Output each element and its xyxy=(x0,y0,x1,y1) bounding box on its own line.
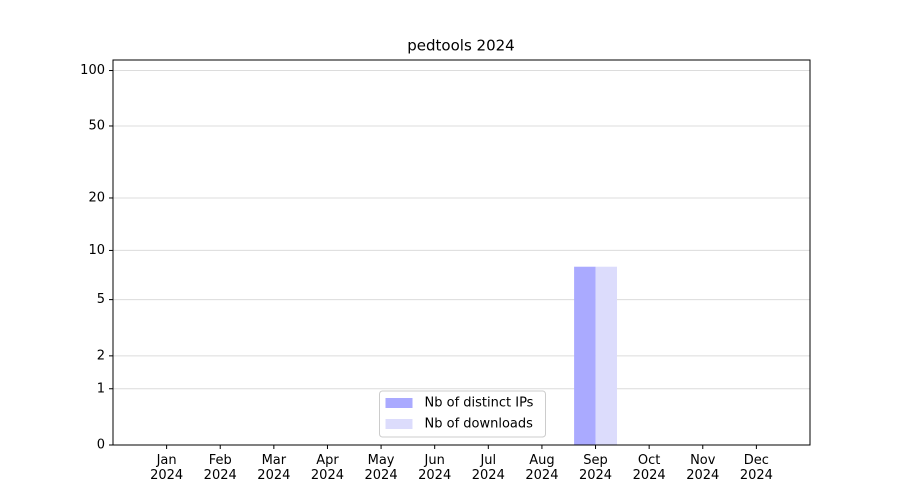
x-tick-label: Sep 2024 xyxy=(578,453,613,483)
legend-label: Nb of downloads xyxy=(425,417,534,432)
x-tick-label: Mar 2024 xyxy=(257,453,291,483)
y-tick-label: 5 xyxy=(97,292,105,307)
x-tick-label: Jul 2024 xyxy=(471,453,505,483)
x-tick-label: Apr 2024 xyxy=(310,453,344,483)
y-tick-label: 50 xyxy=(88,118,105,133)
bar xyxy=(574,266,596,445)
x-tick-label: Nov 2024 xyxy=(686,453,720,483)
x-tick-label: May 2024 xyxy=(364,453,398,483)
y-tick-label: 20 xyxy=(88,190,105,205)
legend-swatch xyxy=(385,398,413,408)
y-tick-label: 0 xyxy=(97,438,105,453)
x-tick-label: Aug 2024 xyxy=(525,453,559,483)
y-tick-label: 1 xyxy=(97,381,105,396)
legend-swatch xyxy=(385,419,413,429)
x-tick-label: Oct 2024 xyxy=(632,453,666,483)
y-tick-label: 2 xyxy=(97,348,105,363)
x-tick-label: Jun 2024 xyxy=(418,453,452,483)
plot-frame xyxy=(112,59,811,446)
legend-frame xyxy=(379,390,546,438)
chart-title: pedtools 2024 xyxy=(407,37,514,55)
y-tick-label: 100 xyxy=(80,63,105,78)
legend-label: Nb of distinct IPs xyxy=(425,396,534,411)
legend: Nb of distinct IPs Nb of downloads xyxy=(379,390,546,438)
x-tick-label: Jan 2024 xyxy=(150,453,184,483)
x-tick-label: Feb 2024 xyxy=(203,453,237,483)
x-tick-label: Dec 2024 xyxy=(739,453,773,483)
y-tick-label: 10 xyxy=(88,243,105,258)
bar xyxy=(595,266,617,445)
